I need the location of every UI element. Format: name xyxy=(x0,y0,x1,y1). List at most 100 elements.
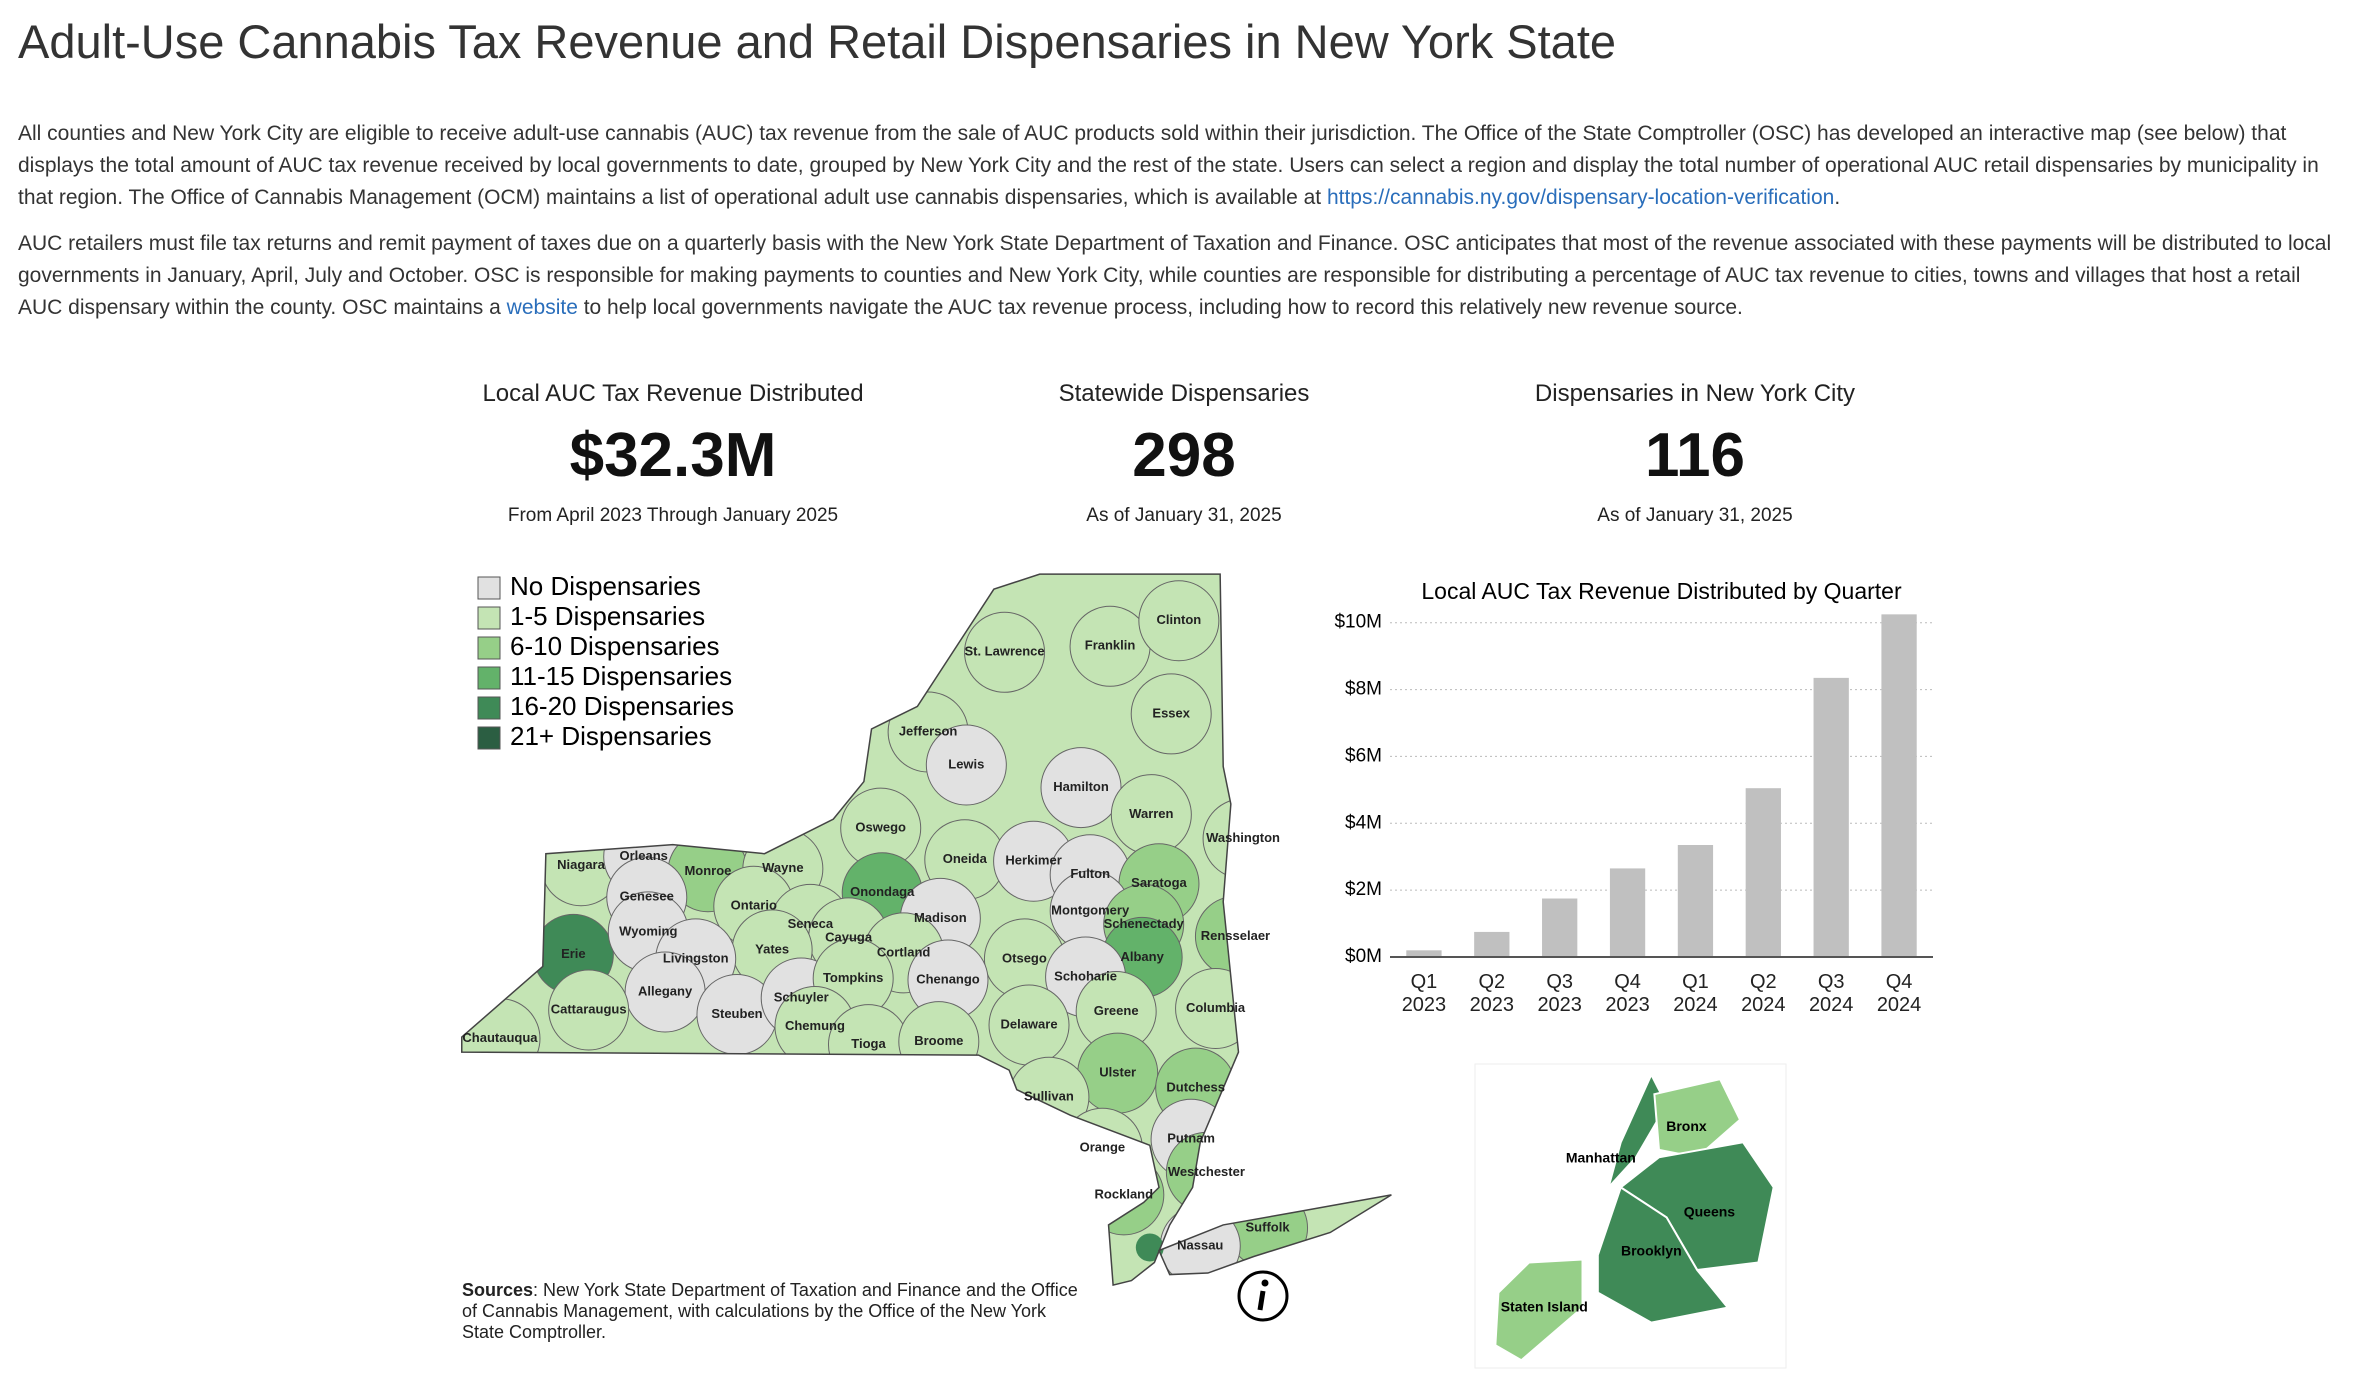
county-label: Fulton xyxy=(1070,866,1110,881)
county-label: Allegany xyxy=(638,983,693,998)
county-label: Westchester xyxy=(1168,1164,1245,1179)
kpi-label: Local AUC Tax Revenue Distributed xyxy=(482,380,864,407)
county-label: Genesee xyxy=(620,889,674,904)
county-label: Sullivan xyxy=(1024,1089,1074,1104)
text: AUC retailers must file tax returns and … xyxy=(18,232,2332,319)
legend-swatch xyxy=(477,726,501,750)
county-label: Oswego xyxy=(855,820,906,835)
county-label: Schoharie xyxy=(1054,968,1117,983)
county-label: Orange xyxy=(1080,1140,1126,1155)
county-label: Niagara xyxy=(557,857,605,872)
county-label: Wyoming xyxy=(619,923,677,938)
kpi-label: Dispensaries in New York City xyxy=(1534,380,1856,407)
bar xyxy=(1542,898,1578,957)
x-tick-label: Q3 2023 xyxy=(1537,971,1582,1016)
link[interactable]: website xyxy=(506,296,578,319)
x-tick-label: Q2 2024 xyxy=(1741,971,1786,1016)
county-label: Steuben xyxy=(711,1006,762,1021)
bar xyxy=(1745,788,1781,957)
x-tick-label: Q2 2023 xyxy=(1469,971,1515,1016)
county-label: Clinton xyxy=(1156,612,1201,627)
county-label: Rockland xyxy=(1095,1186,1154,1201)
legend-label: 16-20 Dispensaries xyxy=(510,691,734,721)
bar xyxy=(1406,950,1442,957)
county-label: Ulster xyxy=(1099,1065,1136,1080)
link[interactable]: https://cannabis.ny.gov/dispensary-locat… xyxy=(1326,186,1835,209)
bar xyxy=(1677,845,1714,957)
county-label: Madison xyxy=(914,910,967,925)
county-label: Tioga xyxy=(851,1036,886,1051)
nyc-area xyxy=(1135,1233,1164,1262)
county-label: Broome xyxy=(914,1033,963,1048)
borough xyxy=(1653,1078,1742,1159)
county xyxy=(925,724,1007,806)
county-label: Herkimer xyxy=(1005,853,1061,868)
x-tick-label: Q4 2023 xyxy=(1605,971,1650,1016)
county-label: Yates xyxy=(755,941,789,956)
info-stem xyxy=(1257,1290,1266,1311)
legend-label: 21+ Dispensaries xyxy=(510,721,712,751)
kpi-note: From April 2023 Through January 2025 xyxy=(507,505,839,526)
county-label: Warren xyxy=(1129,806,1173,821)
info-button[interactable] xyxy=(1237,1270,1289,1322)
y-tick-label: $0M xyxy=(1345,946,1382,967)
paragraph: All counties and New York City are eligi… xyxy=(18,118,2348,214)
county-label: Tompkins xyxy=(823,970,883,985)
county-label: Lewis xyxy=(948,756,984,771)
county-label: Monroe xyxy=(684,863,731,878)
county-label: Cayuga xyxy=(825,929,873,944)
borough-label: Staten Island xyxy=(1501,1298,1588,1314)
county-label: Albany xyxy=(1120,949,1164,964)
page-title: Adult-Use Cannabis Tax Revenue and Retai… xyxy=(18,15,1617,68)
state-outline xyxy=(1157,1194,1392,1276)
chart-title: Local AUC Tax Revenue Distributed by Qua… xyxy=(1421,578,1902,604)
info-dot xyxy=(1261,1279,1269,1287)
kpi-note: As of January 31, 2025 xyxy=(1086,505,1282,526)
state-outline xyxy=(461,573,1240,1287)
text: to help local governments navigate the A… xyxy=(577,296,1743,319)
y-tick-label: $8M xyxy=(1345,679,1382,700)
county-label: Jefferson xyxy=(899,723,958,738)
borough-label: Queens xyxy=(1684,1204,1736,1220)
county-label: Ontario xyxy=(731,898,777,913)
county-label: Erie xyxy=(561,946,586,961)
county xyxy=(1138,580,1220,662)
legend-label: 1-5 Dispensaries xyxy=(510,601,705,631)
county-label: Essex xyxy=(1152,705,1190,720)
county xyxy=(1130,673,1212,755)
bar xyxy=(1474,931,1510,957)
county xyxy=(964,611,1046,693)
kpi-label: Statewide Dispensaries xyxy=(1058,380,1310,407)
county-label: Montgomery xyxy=(1051,902,1130,917)
kpi-note: As of January 31, 2025 xyxy=(1597,505,1793,526)
sources-text: : New York State Department of Taxation … xyxy=(462,1280,1078,1342)
y-tick-label: $10M xyxy=(1334,612,1382,633)
inset-frame xyxy=(1474,1063,1787,1369)
y-tick-label: $4M xyxy=(1345,812,1382,833)
county xyxy=(548,969,630,1051)
borough-label: Manhattan xyxy=(1566,1150,1636,1166)
borough xyxy=(1494,1258,1584,1362)
county-label: Schenectady xyxy=(1104,916,1185,931)
bar xyxy=(1813,677,1849,957)
county-label: Greene xyxy=(1094,1003,1139,1018)
county-label: Otsego xyxy=(1002,950,1047,965)
county-label: Orleans xyxy=(619,848,667,863)
county-label: Rensselaer xyxy=(1201,928,1270,943)
kpi-value: 298 xyxy=(1132,421,1236,490)
kpi-card: Dispensaries in New York City 116 As of Ja… xyxy=(1435,380,1955,527)
county-label: Delaware xyxy=(1000,1016,1057,1031)
paragraph: AUC retailers must file tax returns and … xyxy=(18,228,2348,324)
text: . xyxy=(1834,186,1841,209)
kpi-value: 116 xyxy=(1644,421,1746,490)
x-tick-label: Q1 2024 xyxy=(1673,971,1718,1016)
county-label: Oneida xyxy=(943,851,988,866)
y-tick-label: $2M xyxy=(1345,879,1382,900)
kpi-card: Local AUC Tax Revenue Distributed $32.3M F… xyxy=(413,380,933,527)
county-label: Seneca xyxy=(788,916,834,931)
legend-label: 6-10 Dispensaries xyxy=(510,631,720,661)
county xyxy=(1040,747,1122,829)
county-label: Saratoga xyxy=(1131,875,1187,890)
county-label: Putnam xyxy=(1167,1131,1215,1146)
